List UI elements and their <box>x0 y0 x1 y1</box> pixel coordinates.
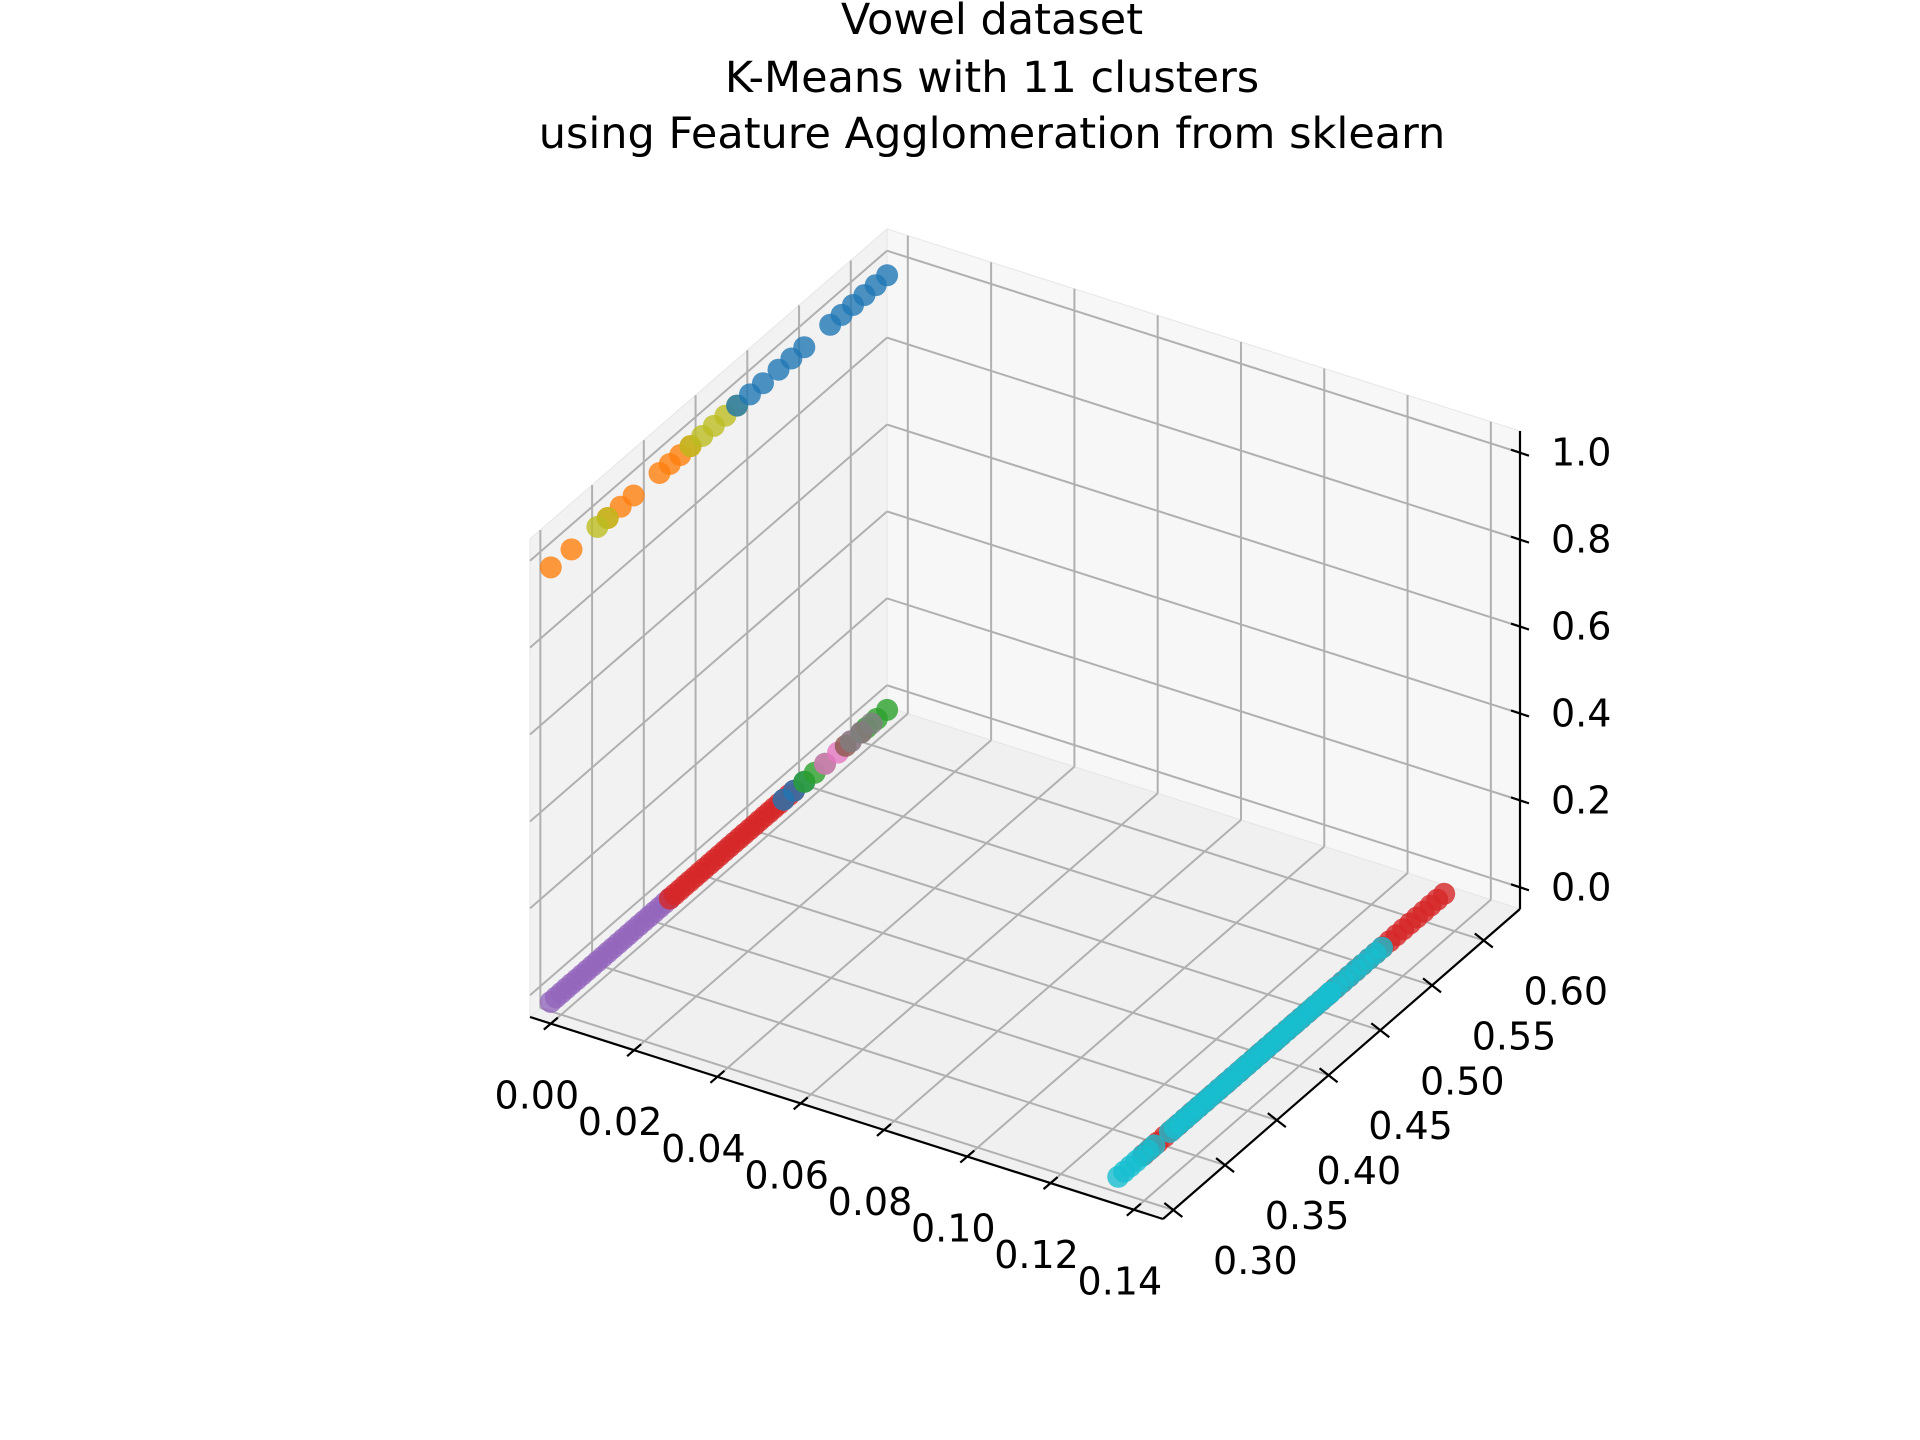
y-tick-label: 0.35 <box>1265 1194 1350 1238</box>
scatter-point <box>560 538 583 561</box>
grid-x-floor <box>883 819 1242 1131</box>
grid-z-back <box>886 597 1521 802</box>
grid-x-floor <box>966 845 1325 1158</box>
grid-y-floor <box>747 827 1381 1032</box>
grid-x-floor <box>550 712 909 1025</box>
y-tick <box>1370 1022 1390 1039</box>
x-tick-label: 0.00 <box>495 1074 580 1118</box>
grid-z-left <box>529 336 888 649</box>
z-tick <box>1510 622 1530 631</box>
grid-y-floor <box>540 1007 1174 1211</box>
scatter-point <box>876 264 899 287</box>
x-tick-label: 0.08 <box>828 1180 913 1224</box>
data-points <box>539 264 1456 1188</box>
z-tick <box>1510 709 1530 718</box>
y-tick-label: 0.45 <box>1368 1104 1453 1148</box>
z-tick-label: 0.0 <box>1551 865 1611 909</box>
grid-z-left <box>529 423 888 736</box>
z-tick <box>1510 883 1530 892</box>
y-tick <box>1474 932 1494 949</box>
axis-panes <box>529 227 1521 1220</box>
scatter-point <box>1371 936 1394 959</box>
y-tick-label: 0.40 <box>1317 1149 1402 1193</box>
y-tick-label: 0.30 <box>1213 1239 1298 1283</box>
x-tick-label: 0.04 <box>661 1127 746 1171</box>
y-tick-label: 0.60 <box>1523 969 1608 1013</box>
grid-z-left <box>529 684 888 997</box>
x-tick <box>626 1043 642 1058</box>
scatter-point <box>539 556 562 579</box>
scatter-point <box>1143 1134 1166 1157</box>
x-tick <box>876 1123 892 1137</box>
grid-lines <box>529 235 1521 1211</box>
x-tick-label: 0.14 <box>1078 1260 1163 1304</box>
grid-y-floor <box>695 872 1329 1077</box>
x-tick <box>792 1096 809 1111</box>
grid-y-floor <box>643 917 1278 1122</box>
scatter-point <box>793 336 816 359</box>
grid-z-back <box>886 510 1521 715</box>
grid-x-floor <box>633 739 992 1051</box>
grid-x-floor <box>1049 872 1409 1184</box>
x-tick <box>959 1149 975 1164</box>
grid-z-left <box>529 597 888 910</box>
x-tick <box>1126 1202 1142 1217</box>
title-line-1: Vowel dataset <box>841 0 1143 45</box>
tick-labels: 0.000.020.040.060.080.100.120.14 0.300.35… <box>495 431 1612 1304</box>
title-line-2: K-Means with 11 clusters <box>725 53 1259 103</box>
grid-y-floor <box>850 737 1485 942</box>
y-tick <box>1215 1157 1235 1173</box>
grid-z-back <box>886 336 1521 541</box>
z-tick-label: 0.4 <box>1551 691 1611 735</box>
z-tick-label: 0.6 <box>1551 605 1611 649</box>
scatter-point <box>622 484 645 507</box>
z-tick <box>1510 796 1530 805</box>
y-tick <box>1163 1202 1184 1218</box>
y-tick <box>1422 977 1442 994</box>
z-tick <box>1510 448 1530 457</box>
grid-y-floor <box>591 962 1226 1167</box>
scatter-point <box>876 698 899 721</box>
x-tick <box>709 1069 726 1084</box>
grid-z-left <box>529 510 888 823</box>
y-axis-line <box>1162 908 1521 1220</box>
x-tick-label: 0.10 <box>911 1207 996 1251</box>
grid-z-left <box>529 249 888 562</box>
y-tick-label: 0.50 <box>1420 1059 1505 1103</box>
grid-z-back <box>886 423 1521 628</box>
axes <box>529 431 1530 1221</box>
x-tick-label: 0.06 <box>744 1153 829 1197</box>
x-tick <box>543 1016 559 1031</box>
x-axis-line <box>529 1015 1164 1221</box>
grid-z-back <box>886 249 1521 454</box>
z-tick-label: 0.8 <box>1551 518 1611 562</box>
grid-z-back <box>886 684 1521 889</box>
grid-y-floor <box>798 782 1433 987</box>
y-tick <box>1267 1112 1287 1129</box>
z-tick-label: 0.2 <box>1551 778 1611 822</box>
x-tick-label: 0.12 <box>994 1233 1079 1277</box>
title-line-3: using Feature Agglomeration from sklearn <box>539 109 1446 159</box>
scatter-point <box>860 712 883 735</box>
grid-x-floor <box>1133 898 1492 1211</box>
z-tick <box>1510 535 1530 544</box>
chart-title: Vowel dataset K-Means with 11 clusters u… <box>539 0 1446 159</box>
x-tick-label: 0.02 <box>578 1100 663 1144</box>
scatter-point <box>596 507 619 529</box>
scatter-point <box>1433 882 1456 905</box>
y-tick-label: 0.55 <box>1472 1014 1557 1058</box>
grid-x-floor <box>716 766 1076 1078</box>
z-tick-label: 1.0 <box>1551 431 1611 475</box>
y-tick <box>1318 1067 1339 1084</box>
scatter-point <box>752 372 774 395</box>
x-tick <box>1042 1176 1059 1190</box>
grid-x-floor <box>800 792 1159 1105</box>
